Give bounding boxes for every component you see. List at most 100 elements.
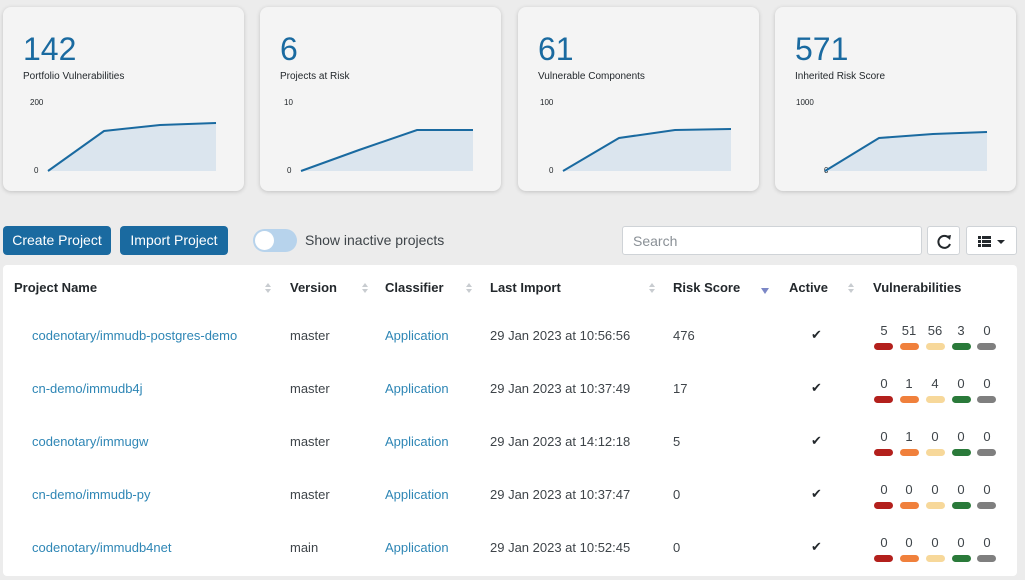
sparkline-chart: 100 0	[540, 98, 732, 175]
vuln-count-unassigned: 0	[983, 535, 991, 550]
severity-medium-bar	[926, 502, 945, 509]
metric-label: Inherited Risk Score	[795, 71, 886, 82]
sparkline-ymax-label: 100	[540, 98, 554, 107]
sparkline-ymin-label: 0	[34, 166, 39, 175]
project-name-link[interactable]: codenotary/immudb-postgres-demo	[32, 328, 238, 343]
classifier-link[interactable]: Application	[385, 540, 449, 555]
vuln-count-high: 1	[905, 429, 913, 444]
search-input[interactable]	[622, 226, 922, 255]
col-header-classifier[interactable]: Classifier	[385, 280, 444, 295]
sparkline-line	[300, 129, 473, 172]
classifier-link[interactable]: Application	[385, 487, 449, 502]
severity-low-bar	[952, 343, 971, 350]
show-inactive-toggle[interactable]	[253, 229, 297, 252]
sparkline-chart: 10 0	[284, 98, 473, 175]
sort-descending-icon[interactable]	[761, 283, 769, 297]
metric-value: 571	[795, 31, 849, 67]
severity-unassigned-bar	[977, 396, 996, 403]
active-check-icon: ✔	[811, 380, 822, 395]
classifier-link[interactable]: Application	[385, 381, 449, 396]
column-list-icon	[978, 236, 1005, 247]
col-header-last-import[interactable]: Last Import	[490, 280, 561, 295]
severity-critical-bar	[874, 555, 893, 562]
sparkline-line	[562, 128, 732, 172]
classifier-link[interactable]: Application	[385, 434, 449, 449]
sparkline-ymax-label: 200	[30, 98, 44, 107]
toggle-knob	[255, 231, 274, 250]
vuln-count-medium: 4	[931, 376, 939, 391]
vuln-count-low: 0	[957, 482, 965, 497]
refresh-button[interactable]	[927, 226, 960, 255]
project-name-link[interactable]: codenotary/immudb4net	[32, 540, 172, 555]
version-cell: master	[290, 434, 330, 449]
vuln-count-unassigned: 0	[983, 323, 991, 338]
vuln-count-critical: 0	[880, 429, 888, 444]
vuln-count-medium: 0	[931, 535, 939, 550]
project-name-link[interactable]: cn-demo/immudb-py	[32, 487, 151, 502]
chevron-down-icon	[997, 240, 1005, 244]
vuln-count-critical: 0	[880, 482, 888, 497]
metric-card-vulnerable-components: 61 Vulnerable Components 100 0	[518, 7, 759, 191]
risk-score-cell: 17	[673, 381, 688, 396]
severity-medium-bar	[926, 343, 945, 350]
vuln-count-critical: 0	[880, 535, 888, 550]
severity-critical-bar	[874, 343, 893, 350]
vuln-count-unassigned: 0	[983, 482, 991, 497]
col-header-project-name[interactable]: Project Name	[14, 280, 98, 295]
sparkline-ymin-label: 0	[549, 166, 554, 175]
sparkline-area	[48, 123, 216, 171]
sort-icon[interactable]	[361, 281, 369, 295]
vuln-count-unassigned: 0	[983, 429, 991, 444]
risk-score-cell: 476	[673, 328, 695, 343]
severity-unassigned-bar	[977, 449, 996, 456]
severity-unassigned-bar	[977, 555, 996, 562]
col-header-version[interactable]: Version	[290, 280, 337, 295]
sort-icon[interactable]	[648, 281, 656, 295]
risk-score-cell: 0	[673, 487, 681, 502]
sort-icon[interactable]	[264, 281, 272, 295]
metric-card-projects-at-risk: 6 Projects at Risk 10 0	[260, 7, 501, 191]
import-project-button[interactable]: Import Project	[120, 226, 228, 255]
columns-dropdown-button[interactable]	[966, 226, 1017, 255]
classifier-link[interactable]: Application	[385, 328, 449, 343]
vuln-count-low: 0	[957, 429, 965, 444]
sparkline-chart: 1000 0	[796, 98, 988, 175]
last-import-cell: 29 Jan 2023 at 10:56:56	[490, 328, 631, 343]
vuln-count-critical: 5	[880, 323, 888, 338]
metric-value: 61	[538, 31, 574, 67]
metric-label: Portfolio Vulnerabilities	[23, 71, 125, 82]
last-import-cell: 29 Jan 2023 at 10:37:47	[490, 487, 631, 502]
sort-icon[interactable]	[465, 281, 473, 295]
col-header-risk-score[interactable]: Risk Score	[673, 280, 741, 295]
sparkline-area	[825, 132, 987, 171]
sparkline-line	[824, 131, 988, 172]
sort-icon[interactable]	[847, 281, 855, 295]
project-name-link[interactable]: cn-demo/immudb4j	[32, 381, 143, 396]
col-header-active[interactable]: Active	[789, 280, 829, 295]
severity-high-bar	[900, 343, 919, 350]
last-import-cell: 29 Jan 2023 at 10:37:49	[490, 381, 631, 396]
sparkline-chart: 200 0	[30, 98, 217, 175]
project-name-link[interactable]: codenotary/immugw	[32, 434, 149, 449]
risk-score-cell: 5	[673, 434, 681, 449]
metric-value: 142	[23, 31, 77, 67]
sparkline-area	[563, 129, 731, 171]
col-header-vulnerabilities[interactable]: Vulnerabilities	[873, 280, 962, 295]
sparkline-area	[301, 130, 473, 171]
version-cell: master	[290, 381, 330, 396]
severity-unassigned-bar	[977, 502, 996, 509]
version-cell: master	[290, 328, 330, 343]
severity-medium-bar	[926, 396, 945, 403]
severity-unassigned-bar	[977, 343, 996, 350]
create-project-button[interactable]: Create Project	[3, 226, 111, 255]
vuln-count-critical: 0	[880, 376, 888, 391]
metric-card-inherited-risk-score: 571 Inherited Risk Score 1000 0	[775, 7, 1016, 191]
severity-critical-bar	[874, 396, 893, 403]
severity-high-bar	[900, 502, 919, 509]
projects-table	[3, 265, 1017, 576]
metric-card-portfolio-vulnerabilities: 142 Portfolio Vulnerabilities 200 0	[3, 7, 244, 191]
active-check-icon: ✔	[811, 539, 822, 554]
severity-low-bar	[952, 396, 971, 403]
sparkline-ymax-label: 10	[284, 98, 293, 107]
severity-medium-bar	[926, 449, 945, 456]
